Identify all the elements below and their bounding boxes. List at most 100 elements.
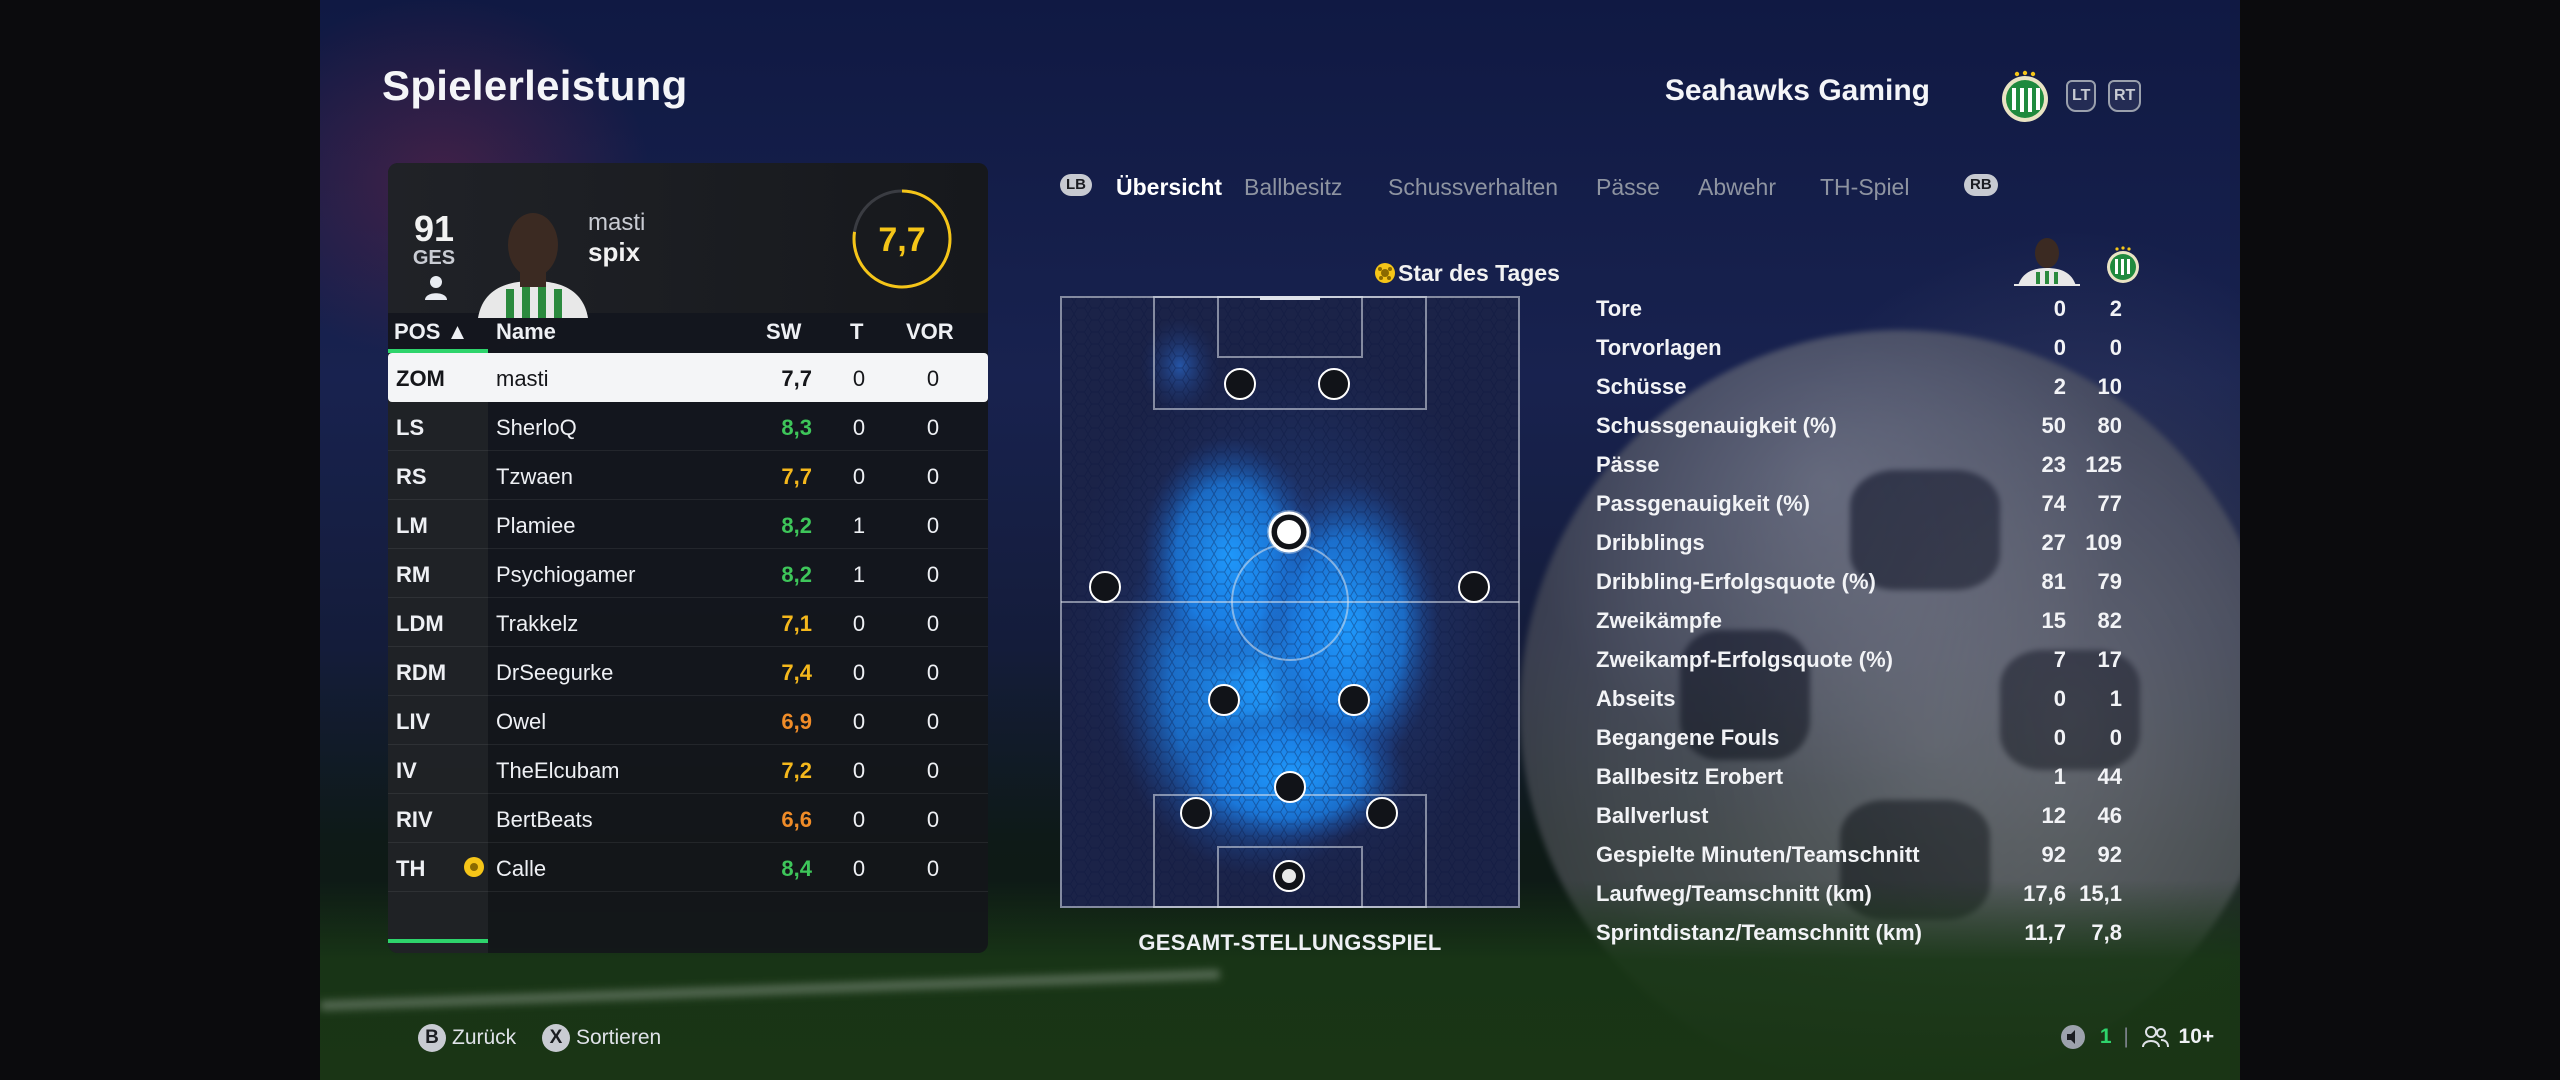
- stat-label: Begangene Fouls: [1596, 725, 1780, 750]
- stat-label: Dribblings: [1596, 530, 1705, 555]
- stat-label: Sprintdistanz/Teamschnitt (km): [1596, 920, 1922, 945]
- star-of-the-day-label: Star des Tages: [1398, 260, 1560, 286]
- player-position: LM: [396, 513, 428, 538]
- player-position: IV: [396, 758, 417, 783]
- stat-row: Dribbling-Erfolgsquote (%) 81 79: [1596, 563, 2144, 602]
- player-portrait: [478, 213, 588, 318]
- stat-player-value: 50: [2041, 413, 2066, 438]
- tab-paesse[interactable]: Pässe: [1596, 174, 1660, 200]
- positioning-heatmap: [1060, 296, 1520, 908]
- stat-player-value: 2: [2053, 374, 2066, 399]
- stat-team-value: 125: [2085, 452, 2122, 477]
- stat-player-value: 0: [2053, 725, 2066, 750]
- background-stage: Spielerleistung Seahawks Gaming LT RT 91…: [320, 0, 2240, 1080]
- page-title: Spielerleistung: [382, 62, 688, 109]
- player-position: RM: [396, 562, 431, 587]
- player-name: Psychiogamer: [496, 562, 636, 587]
- column-header-name[interactable]: Name: [496, 319, 556, 344]
- stat-player-value: 15: [2041, 608, 2066, 633]
- stat-team-value: 82: [2097, 608, 2122, 633]
- scroll-indicator: [388, 939, 488, 943]
- player-position: ZOM: [396, 366, 445, 391]
- player-assists: 0: [926, 366, 940, 391]
- player-position: TH: [396, 856, 426, 881]
- stat-team-value: 46: [2097, 803, 2122, 828]
- player-position: LDM: [396, 611, 444, 636]
- heatmap-caption: GESAMT-STELLUNGSSPIEL: [1138, 930, 1442, 955]
- player-goals: 0: [852, 611, 866, 636]
- players-icon: [2141, 1026, 2169, 1048]
- stat-row: Abseits 0 1: [1596, 680, 2144, 719]
- player-rating: 7,4: [781, 660, 812, 685]
- roster-row[interactable]: RIV BertBeats 6,6 0 0: [388, 794, 988, 843]
- player-position: RIV: [396, 807, 433, 832]
- lt-trigger-button[interactable]: LT: [2066, 80, 2097, 112]
- star-of-the-day-icon: [464, 857, 484, 877]
- roster-row[interactable]: RDM DrSeegurke 7,4 0 0: [388, 647, 988, 696]
- stat-row: Begangene Fouls 0 0: [1596, 719, 2144, 758]
- player-position: LS: [396, 415, 425, 440]
- player-rating: 8,2: [781, 513, 812, 538]
- column-header-vor[interactable]: VOR: [906, 319, 954, 344]
- column-header-sw[interactable]: SW: [766, 319, 802, 344]
- stat-row: Zweikampf-Erfolgsquote (%) 7 17: [1596, 641, 2144, 680]
- player-assists: 0: [926, 660, 940, 685]
- roster-row[interactable]: LM Plamiee 8,2 1 0: [388, 500, 988, 549]
- stat-player-value: 7: [2053, 647, 2066, 672]
- roster-row[interactable]: TH Calle 8,4 0 0: [388, 843, 988, 892]
- sort-button[interactable]: X Sortieren: [542, 1024, 661, 1054]
- stat-label: Zweikampf-Erfolgsquote (%): [1596, 647, 1894, 672]
- stat-row: Passgenauigkeit (%) 74 77: [1596, 485, 2144, 524]
- stat-team-value: 80: [2097, 413, 2122, 438]
- party-count: 1: [2099, 1025, 2112, 1048]
- stat-team-value: 92: [2097, 842, 2122, 867]
- stat-row: Sprintdistanz/Teamschnitt (km) 11,7 7,8: [1596, 914, 2144, 953]
- player-goals: 0: [852, 856, 866, 881]
- player-assists: 0: [926, 562, 940, 587]
- player-name: masti: [496, 366, 549, 391]
- player-assists: 0: [926, 709, 940, 734]
- player-assists: 0: [926, 807, 940, 832]
- roster-row[interactable]: LIV Owel 6,9 0 0: [388, 696, 988, 745]
- player-name: DrSeegurke: [496, 660, 614, 685]
- tab-schussverhalten[interactable]: Schussverhalten: [1388, 174, 1559, 200]
- roster-row[interactable]: LDM Trakkelz 7,1 0 0: [388, 598, 988, 647]
- roster-row[interactable]: ZOM masti 7,7 0 0: [388, 353, 988, 402]
- tab-uebersicht[interactable]: Übersicht: [1116, 174, 1223, 200]
- rb-bumper-button[interactable]: RB: [1964, 174, 1998, 196]
- roster-row[interactable]: LS SherloQ 8,3 0 0: [388, 402, 988, 451]
- back-button[interactable]: B Zurück: [418, 1024, 516, 1054]
- stat-row: Dribblings 27 109: [1596, 524, 2144, 563]
- roster-row[interactable]: RM Psychiogamer 8,2 1 0: [388, 549, 988, 598]
- selected-player-card: 91 GES masti spix 7,7: [388, 163, 988, 318]
- stat-row: Tore 0 2: [1596, 290, 2144, 329]
- player-rating: 6,6: [781, 807, 812, 832]
- online-status: 1 | 10+: [2060, 1024, 2214, 1054]
- lb-bumper-button[interactable]: LB: [1060, 174, 1092, 196]
- roster-row[interactable]: IV TheElcubam 7,2 0 0: [388, 745, 988, 794]
- stat-team-value: 77: [2097, 491, 2122, 516]
- tab-ballbesitz[interactable]: Ballbesitz: [1244, 174, 1343, 200]
- tab-th-spiel[interactable]: TH-Spiel: [1820, 174, 1910, 200]
- match-rating-ring: [852, 189, 952, 289]
- stat-row: Gespielte Minuten/Teamschnitt 92 92: [1596, 836, 2144, 875]
- stat-team-value: 44: [2097, 764, 2122, 789]
- tab-abwehr[interactable]: Abwehr: [1698, 174, 1776, 200]
- player-goals: 0: [852, 758, 866, 783]
- player-goals: 0: [852, 807, 866, 832]
- rt-trigger-button[interactable]: RT: [2108, 80, 2142, 112]
- players-count: 10+: [2178, 1025, 2215, 1048]
- roster-row[interactable]: RS Tzwaen 7,7 0 0: [388, 451, 988, 500]
- player-rating: 7,2: [781, 758, 812, 783]
- player-goals: 0: [852, 366, 866, 391]
- stat-label: Torvorlagen: [1596, 335, 1722, 360]
- stat-row: Zweikämpfe 15 82: [1596, 602, 2144, 641]
- player-position: LIV: [396, 709, 431, 734]
- divider: |: [2123, 1025, 2129, 1048]
- position-column-background: [388, 349, 488, 953]
- column-header-t[interactable]: T: [850, 319, 864, 344]
- stat-team-value: 109: [2085, 530, 2122, 555]
- column-header-pos[interactable]: POS ▲: [394, 319, 469, 344]
- player-list-panel: 91 GES masti spix 7,7: [388, 163, 988, 953]
- stat-row: Schüsse 2 10: [1596, 368, 2144, 407]
